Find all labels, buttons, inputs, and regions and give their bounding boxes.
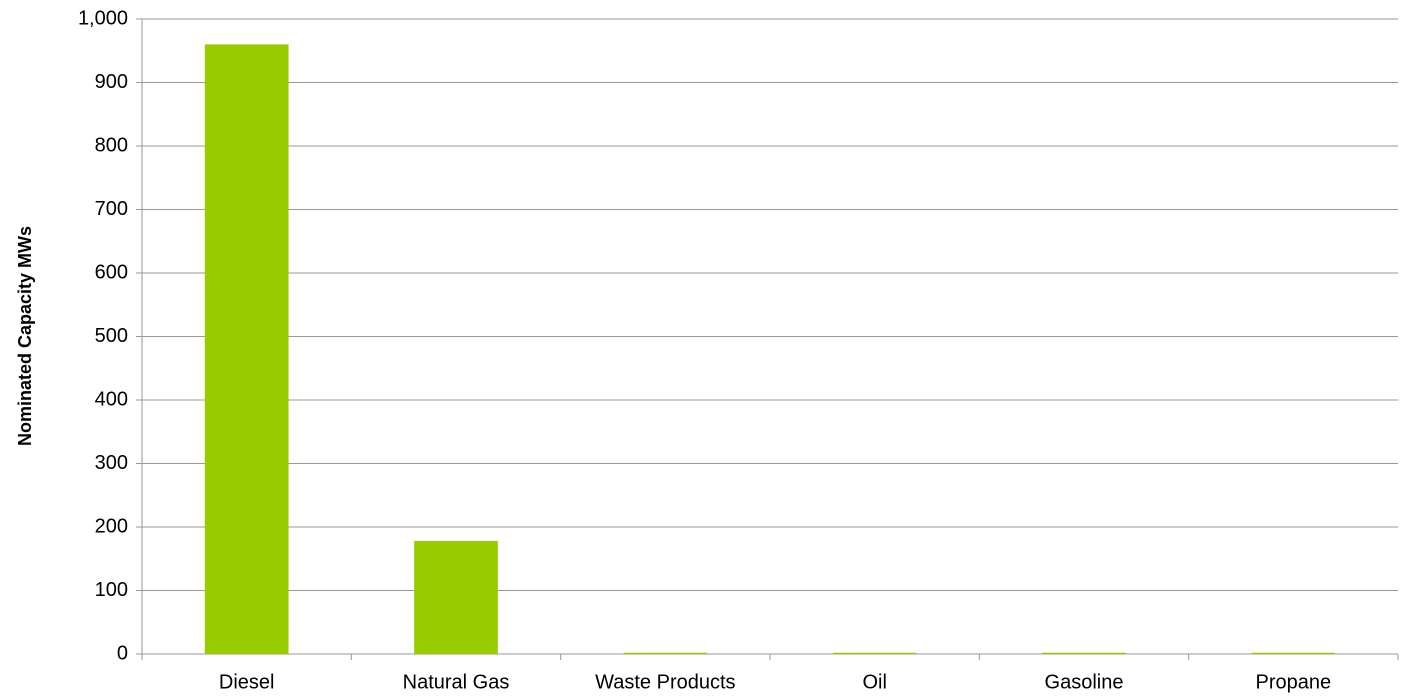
bar: [414, 540, 498, 654]
x-tick-label: Waste Products: [595, 671, 735, 693]
y-tick-label: 300: [95, 452, 128, 474]
bar: [832, 652, 917, 654]
x-tick-label: Diesel: [219, 671, 275, 693]
x-tick-label: Propane: [1256, 671, 1332, 693]
x-tick-label: Natural Gas: [403, 671, 510, 693]
y-tick-label: 1,000: [78, 7, 128, 29]
x-tick-label: Oil: [862, 671, 886, 693]
y-tick-label: 100: [95, 579, 128, 601]
bar: [1251, 652, 1336, 654]
y-tick-label: 400: [95, 388, 128, 410]
x-tick-label: Gasoline: [1045, 671, 1124, 693]
y-tick-label: 900: [95, 71, 128, 93]
y-axis-title: Nominated Capacity MWs: [15, 226, 35, 446]
y-tick-label: 500: [95, 325, 128, 347]
y-tick-label: 600: [95, 261, 128, 283]
bar: [623, 652, 708, 654]
y-tick-label: 700: [95, 198, 128, 220]
y-tick-label: 800: [95, 134, 128, 156]
y-tick-label: 0: [117, 642, 128, 664]
bar: [1042, 652, 1126, 654]
y-tick-label: 200: [95, 515, 128, 537]
bar: [204, 44, 289, 654]
